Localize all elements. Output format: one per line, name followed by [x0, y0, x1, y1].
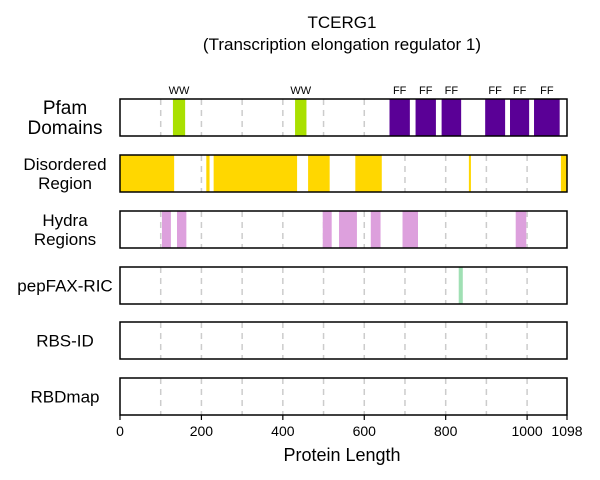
x-tick-label: 600 [353, 423, 377, 439]
segment-pfam-domains [510, 99, 530, 136]
segment-disordered-region [468, 155, 471, 192]
segment-hydra-regions [402, 211, 418, 248]
track-rbdmap: RBDmap [31, 377, 568, 416]
domain-label: FF [513, 85, 527, 97]
track-frame [119, 321, 568, 360]
segment-pfam-domains [389, 99, 410, 136]
track-frame [119, 154, 568, 193]
track-pepfax-ric: pepFAX-RIC [17, 266, 568, 305]
track-label: pepFAX-RIC [17, 276, 112, 295]
segment-hydra-regions [515, 211, 527, 248]
x-tick-label: 0 [116, 423, 124, 439]
segment-disordered-region [213, 155, 298, 192]
track-frame [119, 266, 568, 305]
segment-pfam-domains [172, 99, 186, 136]
chart-title-line1: TCERG1 [308, 13, 377, 32]
segment-disordered-region [560, 155, 567, 192]
domain-label: WW [290, 85, 311, 97]
segment-hydra-regions [161, 211, 171, 248]
segment-hydra-regions [322, 211, 332, 248]
tracks-layer: WW WW FF FF FF FF FF FFPfamDomainsDisorderedReg… [17, 85, 568, 416]
domain-label: FF [445, 85, 459, 97]
segment-disordered-region [120, 155, 175, 192]
track-rbs-id: RBS-ID [36, 321, 568, 360]
chart-title-line2: (Transcription elongation regulator 1) [203, 35, 481, 54]
segment-hydra-regions [339, 211, 357, 248]
track-label: Regions [34, 230, 96, 249]
segment-disordered-region [308, 155, 330, 192]
segment-pfam-domains [415, 99, 436, 136]
segment-disordered-region [355, 155, 382, 192]
domain-label: FF [419, 85, 433, 97]
segment-pfam-domains [441, 99, 462, 136]
domain-label: FF [540, 85, 554, 97]
x-axis-label: Protein Length [283, 445, 400, 465]
x-tick-label: 200 [190, 423, 214, 439]
segment-pfam-domains [485, 99, 506, 136]
segment-pepfax-ric [458, 267, 463, 304]
track-label: Region [38, 174, 92, 193]
x-tick-label: 800 [434, 423, 458, 439]
track-label: Domains [28, 118, 103, 139]
track-label: Hydra [42, 211, 88, 230]
track-label: RBS-ID [36, 331, 94, 350]
track-label: RBDmap [31, 387, 100, 406]
domain-label: WW [169, 85, 190, 97]
segment-pfam-domains [534, 99, 560, 136]
x-tick-label: 1000 [512, 423, 543, 439]
domain-label: FF [488, 85, 502, 97]
segment-hydra-regions [370, 211, 381, 248]
domain-label: FF [393, 85, 407, 97]
segment-pfam-domains [295, 99, 307, 136]
x-tick-label: 1098 [551, 423, 582, 439]
track-frame [119, 98, 568, 137]
segment-disordered-region [206, 155, 210, 192]
segment-hydra-regions [176, 211, 187, 248]
x-axis: 0 200 400 600 800 1000 1098 [116, 415, 583, 439]
track-frame [119, 210, 568, 249]
track-frame [119, 377, 568, 416]
track-label: Pfam [43, 98, 87, 119]
x-tick-label: 400 [271, 423, 295, 439]
track-label: Disordered [23, 155, 106, 174]
